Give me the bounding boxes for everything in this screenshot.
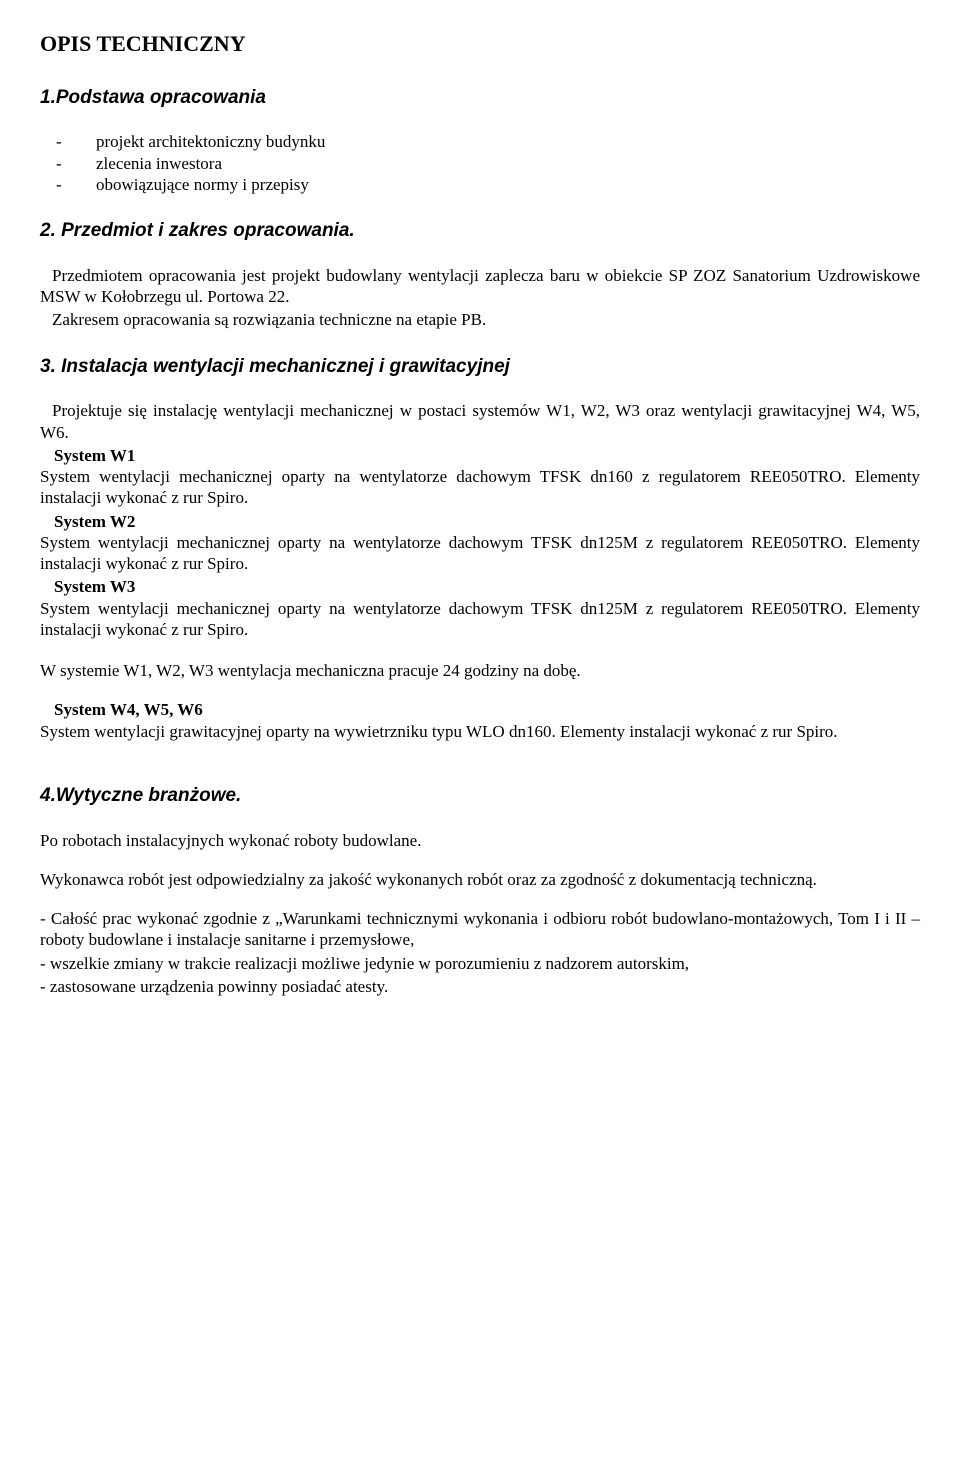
- section-3-heading: 3. Instalacja wentylacji mechanicznej i …: [40, 355, 920, 379]
- section-4-bullet-1: - Całość prac wykonać zgodnie z „Warunka…: [40, 908, 920, 951]
- section-4-p2: Wykonawca robót jest odpowiedzialny za j…: [40, 869, 920, 890]
- section-3-intro: Projektuje się instalację wentylacji mec…: [40, 400, 920, 443]
- section-1-heading: 1.Podstawa opracowania: [40, 86, 920, 110]
- section-4-heading: 4.Wytyczne branżowe.: [40, 784, 920, 808]
- list-item: projekt architektoniczny budynku: [40, 131, 920, 152]
- system-w3-label: System W3: [40, 576, 920, 597]
- system-w456-text: System wentylacji grawitacyjnej oparty n…: [40, 721, 920, 742]
- section-2-p1: Przedmiotem opracowania jest projekt bud…: [40, 265, 920, 308]
- system-w2-text: System wentylacji mechanicznej oparty na…: [40, 532, 920, 575]
- list-item: zlecenia inwestora: [40, 153, 920, 174]
- list-item: obowiązujące normy i przepisy: [40, 174, 920, 195]
- section-2-p2: Zakresem opracowania są rozwiązania tech…: [40, 309, 920, 330]
- section-4-bullet-2: - wszelkie zmiany w trakcie realizacji m…: [40, 953, 920, 974]
- section-4-p1: Po robotach instalacyjnych wykonać robot…: [40, 830, 920, 851]
- system-w2-label: System W2: [40, 511, 920, 532]
- system-w456-label: System W4, W5, W6: [40, 699, 920, 720]
- section-2-heading: 2. Przedmiot i zakres opracowania.: [40, 219, 920, 243]
- system-w3-text: System wentylacji mechanicznej oparty na…: [40, 598, 920, 641]
- document-title: OPIS TECHNICZNY: [40, 30, 920, 58]
- system-w1-label: System W1: [40, 445, 920, 466]
- section-1-list: projekt architektoniczny budynku zleceni…: [40, 131, 920, 195]
- system-w1-text: System wentylacji mechanicznej oparty na…: [40, 466, 920, 509]
- section-4-bullet-3: - zastosowane urządzenia powinny posiada…: [40, 976, 920, 997]
- section-3-note: W systemie W1, W2, W3 wentylacja mechani…: [40, 660, 920, 681]
